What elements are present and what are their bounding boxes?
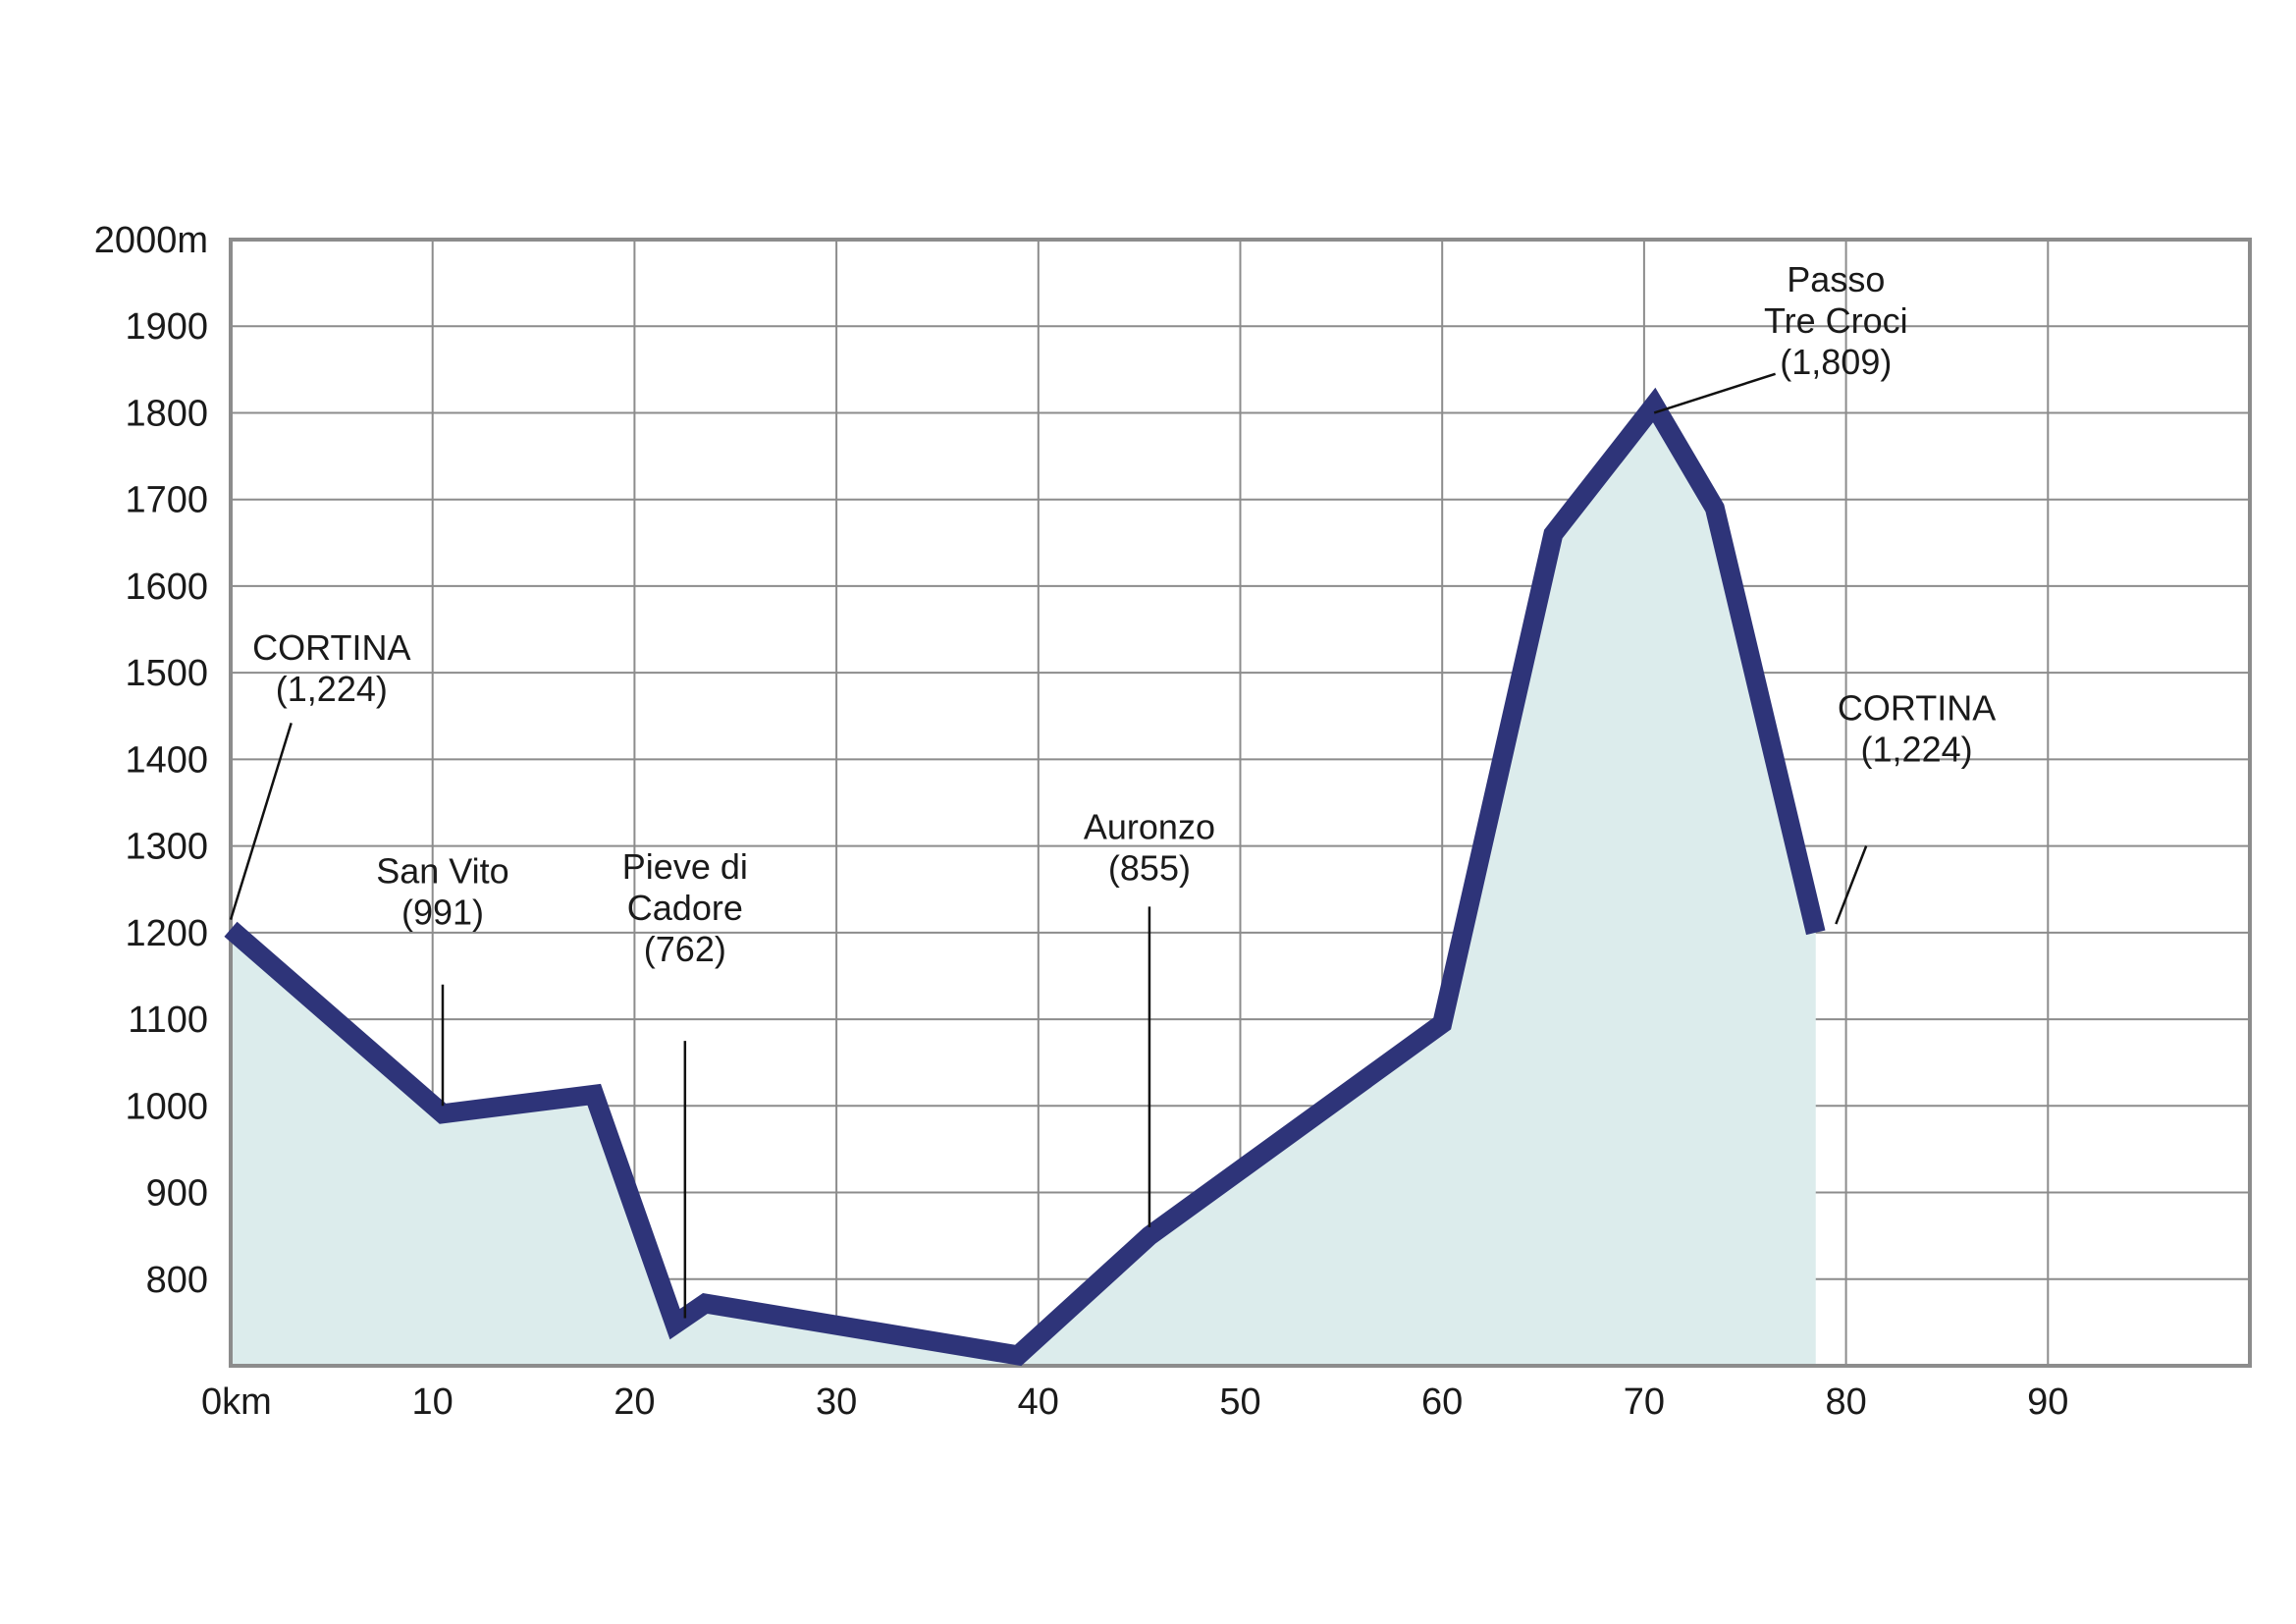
x-tick-label: 60 xyxy=(1421,1381,1463,1423)
y-tick-label: 1500 xyxy=(125,653,208,694)
elevation-area xyxy=(231,405,1816,1367)
y-tick-label: 1800 xyxy=(125,393,208,434)
elevation-fill xyxy=(231,405,1816,1367)
y-tick-label: 1600 xyxy=(125,567,208,608)
x-tick-label: 50 xyxy=(1219,1381,1260,1423)
annotation-label-passo-tre-croci: (1,809) xyxy=(1780,342,1892,382)
y-tick-label: 1200 xyxy=(125,913,208,954)
annotation-label-passo-tre-croci: Tre Croci xyxy=(1764,300,1908,341)
x-tick-label: 90 xyxy=(2027,1381,2068,1423)
plot-frame xyxy=(229,238,2252,1368)
annotation-leaders xyxy=(229,372,1868,1319)
x-tick-label: 40 xyxy=(1018,1381,1059,1423)
y-tick-label: 1000 xyxy=(125,1086,208,1127)
annotation-label-cortina-start: CORTINA xyxy=(252,627,410,668)
x-tick-label: 70 xyxy=(1624,1381,1665,1423)
x-tick-label: 20 xyxy=(614,1381,655,1423)
x-tick-label: 0km xyxy=(201,1381,272,1423)
annotation-label-cortina-end: CORTINA xyxy=(1838,688,1996,729)
annotation-label-pieve-di-cadore: (762) xyxy=(644,929,726,969)
x-tick-label: 80 xyxy=(1825,1381,1866,1423)
elevation-line xyxy=(224,387,1826,1367)
annotation-label-auronzo: (855) xyxy=(1108,848,1191,889)
annotation-leader-cortina-end xyxy=(1835,845,1868,925)
annotation-label-cortina-start: (1,224) xyxy=(276,669,388,709)
y-tick-label: 1300 xyxy=(125,827,208,868)
annotation-label-san-vito: San Vito xyxy=(376,851,508,892)
annotation-leader-passo-tre-croci xyxy=(1653,372,1776,414)
annotation-label-pieve-di-cadore: Cadore xyxy=(627,888,743,928)
elevation-series-line xyxy=(224,387,1826,1367)
plot-border xyxy=(229,238,2252,1368)
y-tick-label: 1900 xyxy=(125,306,208,348)
y-tick-label: 800 xyxy=(146,1260,208,1301)
annotation-label-san-vito: (991) xyxy=(401,893,484,933)
y-tick-label: 1100 xyxy=(128,1000,208,1041)
y-axis-ticks: 800 900 1000 1100 1200 1300 1400 1500 1600 1700 18… xyxy=(94,220,208,1301)
y-tick-label: 900 xyxy=(146,1173,208,1215)
annotation-labels: CORTINA(1,224)San Vito(991)Pieve diCador… xyxy=(252,259,1996,969)
x-axis-ticks: 0km 10 20 30 40 50 60 70 80 90 xyxy=(201,1381,2068,1423)
y-tick-label: 1400 xyxy=(125,739,208,781)
y-tick-label: 1700 xyxy=(125,480,208,521)
annotation-label-passo-tre-croci: Passo xyxy=(1787,259,1885,299)
annotation-label-auronzo: Auronzo xyxy=(1084,807,1215,847)
x-tick-label: 10 xyxy=(412,1381,454,1423)
annotation-label-pieve-di-cadore: Pieve di xyxy=(622,846,748,887)
y-tick-label: 2000m xyxy=(94,220,208,261)
annotation-leader-cortina-start xyxy=(229,722,293,920)
annotation-label-cortina-end: (1,224) xyxy=(1861,730,1973,770)
x-tick-label: 30 xyxy=(816,1381,857,1423)
